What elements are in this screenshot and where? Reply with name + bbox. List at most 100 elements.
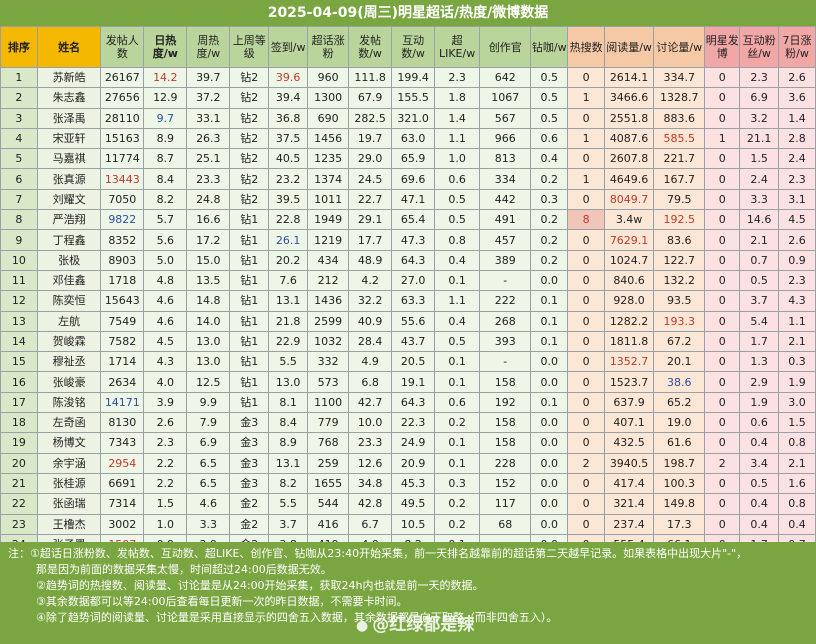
table-row: 5 马嘉祺 11774 8.7 25.1 钻2 40.5 1235 29.0 65.9 1.0 813…	[0, 148, 816, 170]
cell-hot-search: 0	[567, 412, 605, 434]
cell-diamond: 0.0	[530, 472, 569, 495]
cell-post-count: 10.0	[348, 412, 393, 434]
cell-last-week-level: 钻1	[229, 371, 270, 393]
cell-new-followers: 1655	[307, 472, 350, 495]
cell-checkin: 5.5	[268, 351, 309, 373]
cell-poster-count: 7343	[100, 432, 145, 454]
header-star-posts: 明星发博	[704, 26, 741, 68]
cell-daily-heat: 5.0	[143, 249, 188, 271]
cell-hot-search: 0	[567, 188, 605, 211]
header-row: 排序 姓名 发帖人数 日热度/w 周热度/w 上周等级 签到/w 超话涨粉 发帖…	[0, 26, 816, 68]
cell-checkin: 8.4	[268, 412, 309, 434]
cell-discussions: 149.8	[653, 493, 706, 515]
cell-last-week-level: 金3	[229, 432, 270, 454]
cell-post-count: 4.2	[348, 269, 393, 292]
cell-new-followers: 1032	[307, 330, 350, 353]
cell-name: 穆祉丞	[36, 351, 102, 373]
cell-hot-search: 0	[567, 330, 605, 353]
cell-daily-heat: 4.6	[143, 310, 188, 332]
cell-creator: 393	[479, 330, 532, 353]
cell-diamond: 0.6	[530, 127, 569, 150]
cell-discussions: 132.2	[653, 269, 706, 292]
cell-post-count: 32.2	[348, 290, 393, 312]
cell-new-followers: 544	[307, 493, 350, 515]
cell-discussions: 1328.7	[653, 87, 706, 109]
cell-hot-search: 0	[567, 472, 605, 495]
cell-post-count: 67.9	[348, 87, 393, 109]
footnote-4: ④除了趋势词的阅读量、讨论量是采用直接显示的四舍五入数据，其余数据都是向下取整（…	[36, 611, 558, 624]
cell-daily-heat: 1.5	[143, 493, 188, 515]
cell-interactive-fans: 0.4	[739, 513, 780, 535]
cell-interactions: 24.9	[391, 432, 436, 454]
cell-last-week-level: 钻2	[229, 127, 270, 150]
watermark: ● @红绿都是辣	[356, 610, 474, 635]
cell-poster-count: 8903	[100, 249, 145, 271]
cell-weekly-heat: 17.2	[186, 229, 231, 251]
cell-rank: 21	[0, 472, 38, 495]
cell-interactive-fans: 14.6	[739, 209, 780, 231]
cell-diamond: 0.2	[530, 168, 569, 190]
cell-reads: 7629.1	[603, 229, 655, 251]
cell-checkin: 37.5	[268, 127, 309, 150]
cell-seven-day-fans: 0.4	[778, 513, 816, 535]
cell-interactions: 49.5	[391, 493, 436, 515]
cell-super-like: 0.6	[434, 168, 481, 190]
cell-diamond: 0.5	[530, 87, 569, 109]
header-checkin: 签到/w	[268, 26, 309, 68]
cell-interactions: 55.6	[391, 310, 436, 332]
cell-creator: 334	[479, 168, 532, 190]
cell-poster-count: 15163	[100, 127, 145, 150]
cell-reads: 3466.6	[603, 87, 655, 109]
cell-interactions: 199.4	[391, 66, 436, 89]
cell-creator: 268	[479, 310, 532, 332]
cell-seven-day-fans: 3.6	[778, 87, 816, 109]
cell-discussions: 61.6	[653, 432, 706, 454]
cell-diamond: 0.1	[530, 290, 569, 312]
cell-checkin: 8.2	[268, 472, 309, 495]
cell-super-like: 0.2	[434, 513, 481, 535]
cell-poster-count: 2954	[100, 452, 145, 474]
cell-weekly-heat: 24.8	[186, 188, 231, 211]
cell-diamond: 0.1	[530, 310, 569, 332]
cell-reads: 637.9	[603, 391, 655, 414]
cell-reads: 321.4	[603, 493, 655, 515]
cell-new-followers: 1219	[307, 229, 350, 251]
cell-name: 马嘉祺	[36, 148, 102, 170]
cell-star-posts: 0	[704, 188, 741, 211]
table-row: 14 贺峻霖 7582 4.5 13.0 钻1 22.9 1032 28.4 43.7 0.5 393…	[0, 330, 816, 353]
cell-daily-heat: 8.2	[143, 188, 188, 211]
cell-checkin: 13.0	[268, 371, 309, 393]
cell-new-followers: 1100	[307, 391, 350, 414]
cell-new-followers: 1374	[307, 168, 350, 190]
cell-diamond: 0.5	[530, 107, 569, 129]
cell-daily-heat: 4.6	[143, 290, 188, 312]
cell-super-like: 0.5	[434, 209, 481, 231]
cell-new-followers: 1235	[307, 148, 350, 170]
cell-creator: 158	[479, 412, 532, 434]
cell-name: 张函瑞	[36, 493, 102, 515]
cell-creator: 567	[479, 107, 532, 129]
cell-super-like: 0.1	[434, 452, 481, 474]
cell-diamond: 0.1	[530, 391, 569, 414]
cell-daily-heat: 4.3	[143, 351, 188, 373]
cell-last-week-level: 钻2	[229, 87, 270, 109]
cell-interactive-fans: 0.5	[739, 269, 780, 292]
cell-daily-heat: 4.8	[143, 269, 188, 292]
cell-rank: 12	[0, 290, 38, 312]
cell-discussions: 93.5	[653, 290, 706, 312]
cell-hot-search: 1	[567, 168, 605, 190]
cell-poster-count: 15643	[100, 290, 145, 312]
cell-last-week-level: 钻1	[229, 229, 270, 251]
cell-checkin: 5.5	[268, 493, 309, 515]
cell-diamond: 0.2	[530, 249, 569, 271]
cell-interactions: 69.6	[391, 168, 436, 190]
cell-weekly-heat: 25.1	[186, 148, 231, 170]
cell-creator: -	[479, 351, 532, 373]
cell-rank: 8	[0, 209, 38, 231]
cell-reads: 432.5	[603, 432, 655, 454]
cell-hot-search: 2	[567, 452, 605, 474]
cell-hot-search: 8	[567, 209, 605, 231]
cell-rank: 14	[0, 330, 38, 353]
cell-reads: 1282.2	[603, 310, 655, 332]
cell-discussions: 193.3	[653, 310, 706, 332]
